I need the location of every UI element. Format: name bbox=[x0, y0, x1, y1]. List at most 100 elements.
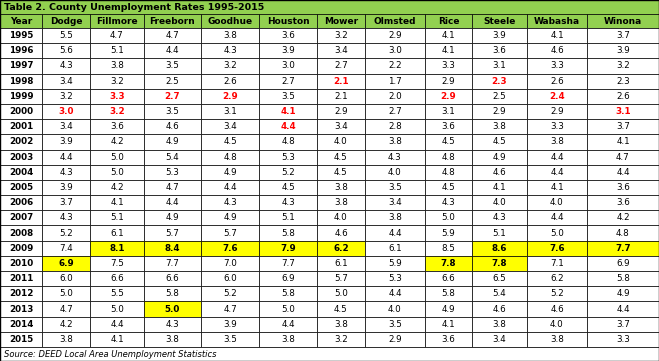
Text: 4.6: 4.6 bbox=[334, 229, 348, 238]
Bar bbox=[317, 14, 365, 28]
Bar bbox=[259, 104, 317, 119]
Text: 4.6: 4.6 bbox=[165, 122, 179, 131]
Bar bbox=[587, 210, 659, 226]
Text: 4.1: 4.1 bbox=[616, 138, 630, 147]
Bar bbox=[0, 241, 42, 256]
Text: 3.0: 3.0 bbox=[58, 107, 74, 116]
Text: 6.1: 6.1 bbox=[110, 229, 124, 238]
Bar bbox=[144, 180, 201, 195]
Text: 4.3: 4.3 bbox=[281, 198, 295, 207]
Text: 3.7: 3.7 bbox=[616, 31, 630, 40]
Text: 4.3: 4.3 bbox=[223, 198, 237, 207]
Text: 5.3: 5.3 bbox=[281, 153, 295, 162]
Text: 3.7: 3.7 bbox=[616, 122, 630, 131]
Bar bbox=[587, 134, 659, 149]
Bar bbox=[90, 58, 144, 74]
Text: 2.3: 2.3 bbox=[492, 77, 507, 86]
Bar bbox=[90, 14, 144, 28]
Text: 4.0: 4.0 bbox=[388, 168, 402, 177]
Bar bbox=[90, 210, 144, 226]
Text: 3.2: 3.2 bbox=[334, 335, 348, 344]
Text: 2007: 2007 bbox=[9, 213, 33, 222]
Bar bbox=[42, 332, 90, 347]
Bar bbox=[365, 43, 425, 58]
Text: 4.5: 4.5 bbox=[334, 153, 348, 162]
Bar bbox=[472, 256, 527, 271]
Bar bbox=[472, 180, 527, 195]
Text: 3.5: 3.5 bbox=[281, 92, 295, 101]
Text: 4.7: 4.7 bbox=[165, 183, 179, 192]
Text: 7.8: 7.8 bbox=[492, 259, 507, 268]
Text: 5.3: 5.3 bbox=[388, 274, 402, 283]
Text: 2.7: 2.7 bbox=[281, 77, 295, 86]
Text: 4.7: 4.7 bbox=[165, 31, 179, 40]
Text: 2.9: 2.9 bbox=[493, 107, 506, 116]
Bar bbox=[425, 149, 472, 165]
Text: 5.2: 5.2 bbox=[59, 229, 73, 238]
Bar bbox=[425, 317, 472, 332]
Text: 5.0: 5.0 bbox=[59, 289, 73, 298]
Text: 5.8: 5.8 bbox=[616, 274, 630, 283]
Bar bbox=[365, 165, 425, 180]
Text: 2.9: 2.9 bbox=[222, 92, 238, 101]
Bar bbox=[0, 195, 42, 210]
Bar bbox=[0, 28, 42, 43]
Bar bbox=[259, 28, 317, 43]
Bar bbox=[144, 149, 201, 165]
Text: 4.5: 4.5 bbox=[281, 183, 295, 192]
Text: 2.6: 2.6 bbox=[550, 77, 564, 86]
Text: 3.5: 3.5 bbox=[388, 183, 402, 192]
Text: 4.3: 4.3 bbox=[59, 213, 73, 222]
Text: 7.4: 7.4 bbox=[59, 244, 73, 253]
Bar bbox=[90, 180, 144, 195]
Bar bbox=[365, 14, 425, 28]
Bar bbox=[42, 226, 90, 241]
Text: 3.6: 3.6 bbox=[442, 335, 455, 344]
Text: 2005: 2005 bbox=[9, 183, 33, 192]
Bar bbox=[144, 104, 201, 119]
Bar bbox=[317, 104, 365, 119]
Bar bbox=[472, 149, 527, 165]
Bar bbox=[472, 28, 527, 43]
Bar bbox=[317, 210, 365, 226]
Text: 3.2: 3.2 bbox=[110, 77, 124, 86]
Text: 3.8: 3.8 bbox=[110, 61, 124, 70]
Bar bbox=[0, 256, 42, 271]
Text: Dodge: Dodge bbox=[49, 17, 82, 26]
Text: 3.5: 3.5 bbox=[165, 107, 179, 116]
Bar bbox=[259, 256, 317, 271]
Bar bbox=[527, 104, 587, 119]
Text: 2001: 2001 bbox=[9, 122, 33, 131]
Text: 4.0: 4.0 bbox=[334, 213, 348, 222]
Bar bbox=[201, 104, 259, 119]
Bar bbox=[527, 226, 587, 241]
Text: Source: DEED Local Area Unemployment Statistics: Source: DEED Local Area Unemployment Sta… bbox=[4, 349, 217, 358]
Bar bbox=[42, 195, 90, 210]
Bar bbox=[0, 14, 42, 28]
Text: Houston: Houston bbox=[267, 17, 309, 26]
Bar bbox=[472, 134, 527, 149]
Text: Rice: Rice bbox=[438, 17, 459, 26]
Text: Fillmore: Fillmore bbox=[96, 17, 138, 26]
Text: 4.6: 4.6 bbox=[493, 305, 506, 313]
Bar bbox=[0, 43, 42, 58]
Text: 4.2: 4.2 bbox=[616, 213, 630, 222]
Bar bbox=[587, 226, 659, 241]
Text: 5.9: 5.9 bbox=[388, 259, 402, 268]
Bar bbox=[527, 149, 587, 165]
Text: 4.6: 4.6 bbox=[550, 46, 564, 55]
Text: 5.8: 5.8 bbox=[281, 289, 295, 298]
Bar bbox=[587, 74, 659, 89]
Text: 4.9: 4.9 bbox=[493, 153, 506, 162]
Bar bbox=[259, 317, 317, 332]
Bar bbox=[90, 149, 144, 165]
Text: 6.9: 6.9 bbox=[616, 259, 630, 268]
Bar bbox=[259, 271, 317, 286]
Text: 3.9: 3.9 bbox=[616, 46, 630, 55]
Bar bbox=[425, 301, 472, 317]
Text: 5.2: 5.2 bbox=[223, 289, 237, 298]
Bar bbox=[259, 89, 317, 104]
Bar bbox=[365, 332, 425, 347]
Text: 2.2: 2.2 bbox=[388, 61, 402, 70]
Text: 7.8: 7.8 bbox=[441, 259, 456, 268]
